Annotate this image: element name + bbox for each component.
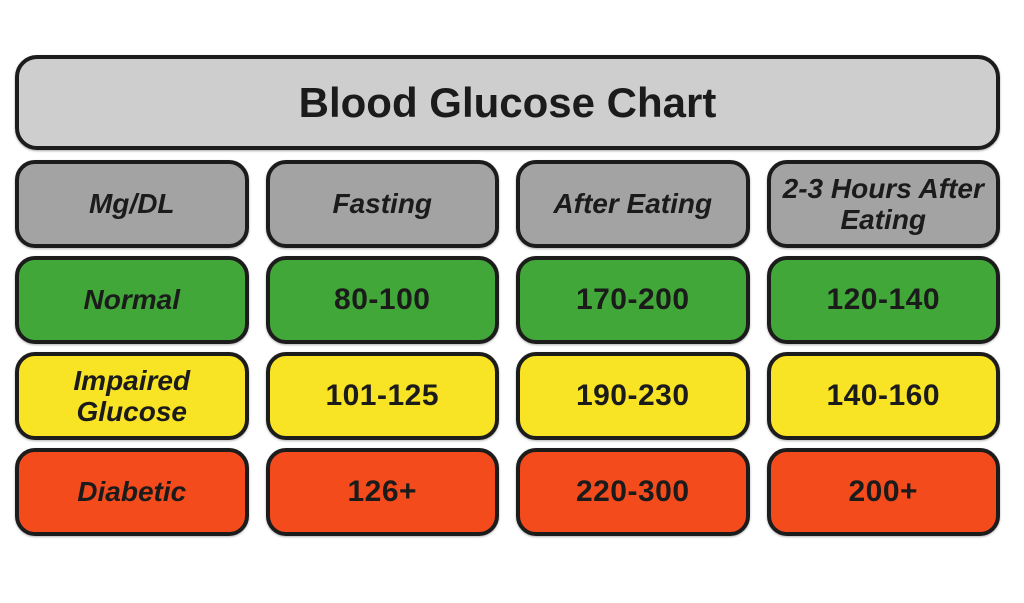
cell-diabetic-fasting: 126+ xyxy=(265,448,499,536)
header-cell-units: Mg/DL xyxy=(15,160,249,248)
header-cell-after-eating: After Eating xyxy=(516,160,750,248)
cell-normal-2-3-hours: 120-140 xyxy=(766,256,1000,344)
cell-impaired-2-3-hours: 140-160 xyxy=(766,352,1000,440)
chart-board: Blood Glucose Chart Mg/DL Fasting After … xyxy=(15,55,1000,536)
header-cell-fasting: Fasting xyxy=(265,160,499,248)
row-label-normal: Normal xyxy=(15,256,249,344)
cell-diabetic-2-3-hours: 200+ xyxy=(766,448,1000,536)
cell-impaired-fasting: 101-125 xyxy=(265,352,499,440)
cell-normal-after-eating: 170-200 xyxy=(516,256,750,344)
header-cell-2-3-hours-after-eating: 2-3 Hours After Eating xyxy=(766,160,1000,248)
chart-title: Blood Glucose Chart xyxy=(15,55,1000,150)
cell-impaired-after-eating: 190-230 xyxy=(516,352,750,440)
row-label-impaired-glucose: Impaired Glucose xyxy=(15,352,249,440)
row-label-diabetic: Diabetic xyxy=(15,448,249,536)
cell-normal-fasting: 80-100 xyxy=(265,256,499,344)
cell-diabetic-after-eating: 220-300 xyxy=(516,448,750,536)
chart-grid: Mg/DL Fasting After Eating 2-3 Hours Aft… xyxy=(15,160,1000,536)
